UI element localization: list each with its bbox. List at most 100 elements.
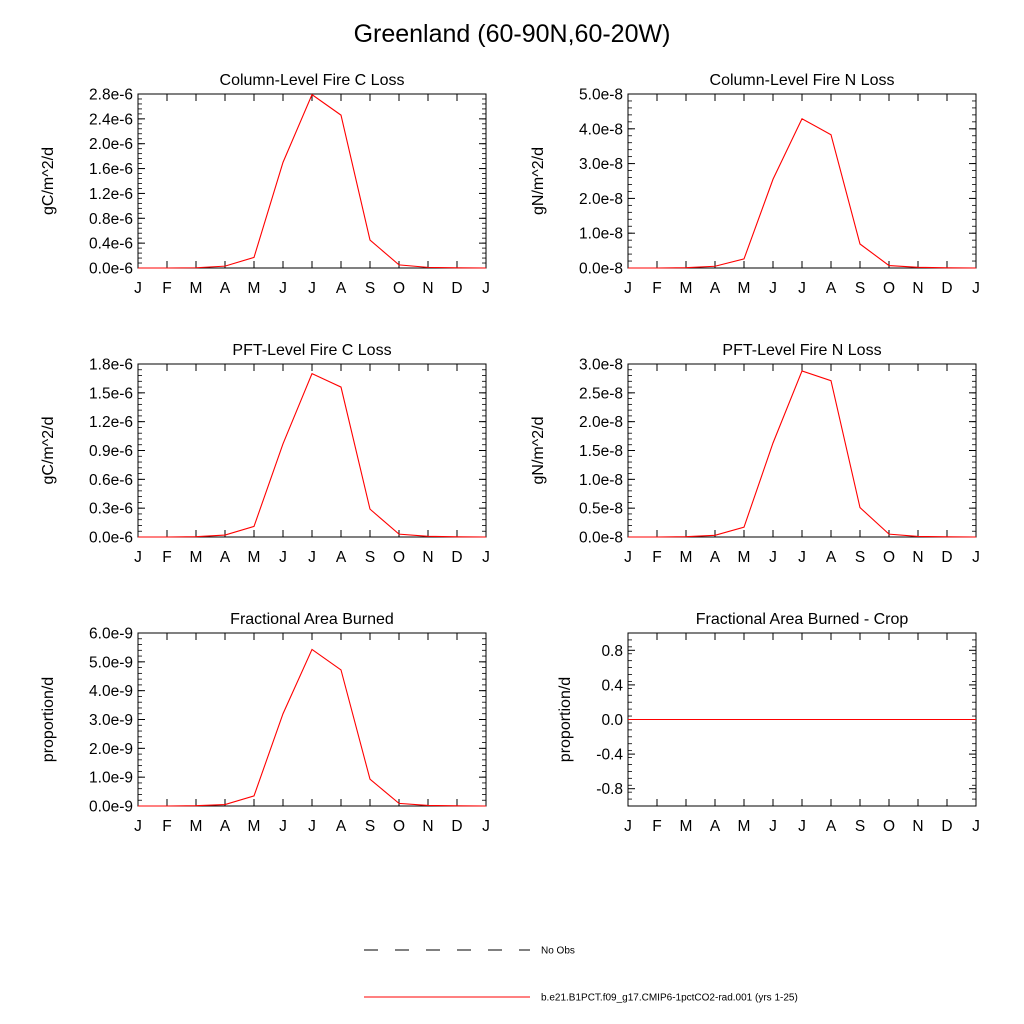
y-tick-label: 0.4: [601, 677, 623, 694]
y-tick-label: 2.0e-6: [89, 136, 133, 153]
y-tick-label: 0.4e-6: [89, 236, 133, 253]
plot-frame: [627, 93, 977, 269]
x-tick-label: A: [336, 549, 347, 566]
x-tick-label: A: [826, 280, 837, 297]
x-tick-label: A: [220, 280, 231, 297]
y-tick-label: 0.0e-8: [579, 261, 623, 278]
x-tick-label: O: [883, 818, 895, 835]
y-tick-label: 0.0e-6: [89, 261, 133, 278]
panel-title: Column-Level Fire C Loss: [220, 72, 405, 89]
x-tick-label: A: [826, 549, 837, 566]
y-axis-label: gC/m^2/d: [40, 417, 57, 485]
x-tick-label: S: [855, 818, 865, 835]
y-tick-label: 3.0e-9: [89, 712, 133, 729]
y-axis-label: proportion/d: [557, 677, 574, 762]
x-tick-label: J: [482, 549, 490, 566]
x-tick-label: O: [883, 549, 895, 566]
x-tick-label: M: [738, 280, 751, 297]
y-tick-label: 0.9e-6: [89, 443, 133, 460]
x-tick-label: N: [422, 818, 433, 835]
y-tick-label: 3.0e-8: [579, 357, 623, 374]
x-tick-label: J: [134, 818, 142, 835]
y-tick-label: 5.0e-8: [579, 87, 623, 104]
legend-label-1: No Obs: [541, 946, 575, 957]
x-tick-label: M: [190, 818, 203, 835]
x-tick-label: J: [279, 549, 287, 566]
y-axis-label: proportion/d: [40, 677, 57, 762]
y-tick-label: 0.0e-9: [89, 799, 133, 816]
x-tick-label: O: [393, 549, 405, 566]
y-tick-label: 3.0e-8: [579, 156, 623, 173]
x-tick-label: M: [680, 818, 693, 835]
x-tick-label: J: [134, 280, 142, 297]
x-tick-label: J: [624, 280, 632, 297]
x-tick-label: F: [652, 280, 661, 297]
x-tick-label: F: [162, 818, 171, 835]
x-tick-label: N: [422, 549, 433, 566]
panel-title: Fractional Area Burned - Crop: [696, 611, 909, 628]
page-title: Greenland (60-90N,60-20W): [353, 20, 671, 48]
y-tick-label: 5.0e-9: [89, 654, 133, 671]
x-tick-label: M: [190, 549, 203, 566]
x-tick-label: J: [769, 818, 777, 835]
x-tick-label: J: [279, 818, 287, 835]
y-tick-label: 0.8: [601, 643, 623, 660]
y-tick-label: 1.0e-9: [89, 770, 133, 787]
x-tick-label: S: [855, 549, 865, 566]
y-tick-label: -0.8: [596, 781, 623, 798]
plot-frame: [137, 363, 487, 538]
y-tick-label: 1.5e-8: [579, 443, 623, 460]
x-tick-label: A: [336, 280, 347, 297]
legend: No Obs b.e21.B1PCT.f09_g17.CMIP6-1pctCO2-…: [364, 946, 798, 1004]
y-tick-label: 0.5e-8: [579, 501, 623, 518]
y-tick-label: 2.4e-6: [89, 111, 133, 128]
x-tick-label: A: [336, 818, 347, 835]
x-tick-label: O: [883, 280, 895, 297]
series-line: [628, 370, 977, 538]
y-tick-label: 4.0e-8: [579, 121, 623, 138]
y-tick-label: 1.0e-8: [579, 226, 623, 243]
x-tick-label: A: [710, 549, 721, 566]
x-tick-label: N: [912, 280, 923, 297]
x-tick-label: J: [972, 549, 980, 566]
panel-title: Fractional Area Burned: [230, 611, 394, 628]
y-tick-label: 4.0e-9: [89, 683, 133, 700]
x-tick-label: J: [798, 549, 806, 566]
y-tick-label: 2.0e-9: [89, 741, 133, 758]
x-tick-label: J: [482, 818, 490, 835]
x-tick-label: S: [365, 549, 375, 566]
y-tick-label: -0.4: [596, 747, 623, 764]
x-tick-label: F: [162, 280, 171, 297]
x-tick-label: M: [680, 549, 693, 566]
y-tick-label: 1.8e-6: [89, 357, 133, 374]
y-tick-label: 0.3e-6: [89, 501, 133, 518]
x-tick-label: N: [422, 280, 433, 297]
x-tick-label: A: [826, 818, 837, 835]
x-tick-label: F: [652, 818, 661, 835]
x-tick-label: D: [451, 818, 462, 835]
series-line: [138, 372, 487, 538]
x-tick-label: D: [451, 549, 462, 566]
y-tick-label: 2.0e-8: [579, 191, 623, 208]
y-tick-label: 1.5e-6: [89, 385, 133, 402]
y-tick-label: 0.8e-6: [89, 211, 133, 228]
series-line: [138, 93, 487, 269]
x-tick-label: J: [482, 280, 490, 297]
x-tick-label: D: [941, 549, 952, 566]
x-tick-label: M: [738, 549, 751, 566]
y-axis-label: gN/m^2/d: [530, 417, 547, 485]
plot-frame: [627, 363, 977, 538]
series-line: [628, 117, 977, 269]
y-tick-label: 6.0e-9: [89, 626, 133, 643]
y-tick-label: 0.0e-8: [579, 530, 623, 547]
panel-title: PFT-Level Fire C Loss: [232, 342, 391, 359]
x-tick-label: F: [652, 549, 661, 566]
y-tick-label: 2.5e-8: [579, 385, 623, 402]
x-tick-label: M: [248, 549, 261, 566]
x-tick-label: D: [941, 280, 952, 297]
